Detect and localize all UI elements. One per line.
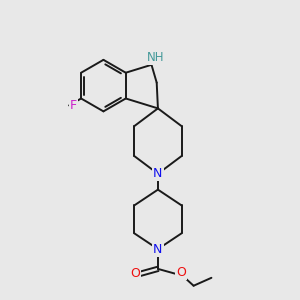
Text: N: N — [153, 243, 163, 256]
Text: F: F — [70, 99, 76, 112]
Text: O: O — [130, 267, 140, 280]
Text: NH: NH — [147, 51, 164, 64]
Text: O: O — [176, 266, 186, 279]
Text: N: N — [153, 167, 163, 180]
